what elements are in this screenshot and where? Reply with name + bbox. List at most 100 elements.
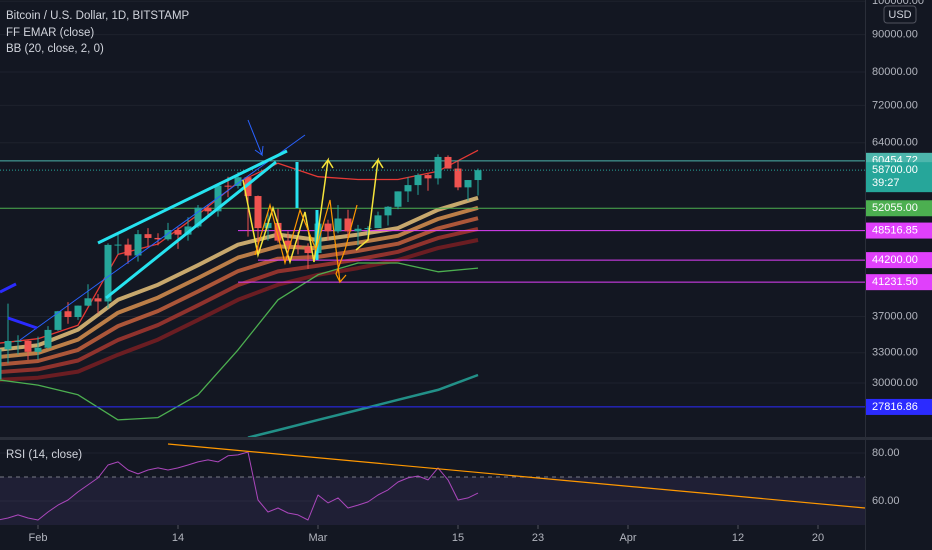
y-tick-label: 80000.00: [872, 66, 918, 78]
candle-body: [84, 298, 92, 306]
candle-body: [4, 340, 12, 350]
candle-body: [334, 218, 342, 232]
candle-body: [234, 177, 242, 186]
y-tick-label: 37000.00: [872, 310, 918, 322]
currency-button[interactable]: [883, 5, 917, 24]
x-tick-label: Mar: [309, 532, 328, 544]
zigzag-arrow: [242, 157, 334, 265]
rsi-title: RSI (14, close): [6, 449, 82, 461]
candle-body: [424, 175, 432, 179]
y-tick-label: 90000.00: [872, 29, 918, 41]
candle-body: [164, 230, 172, 240]
level-band: [0, 476, 865, 525]
candle-body: [284, 240, 292, 246]
candle-body: [154, 237, 162, 240]
price-line-label: 44200.00: [872, 254, 918, 266]
candle-body: [114, 244, 122, 246]
trend-line: [19, 134, 306, 341]
rsi-trend-line: [167, 443, 866, 509]
candle-body: [104, 244, 112, 302]
price-line-label-bg: [866, 200, 932, 217]
candle-body: [474, 170, 482, 181]
legend-entry: FF EMAR (close): [6, 27, 94, 39]
candle-body: [444, 156, 452, 169]
candle-body: [434, 156, 442, 179]
candle-body: [24, 340, 32, 352]
legend-entry: BB (20, close, 2, 0): [6, 43, 104, 55]
candle-body: [344, 218, 352, 232]
overlay-line: [0, 262, 479, 421]
y-tick-label: 72000.00: [872, 99, 918, 111]
last-price-label-bg: [866, 162, 932, 193]
price-line-label-bg: [866, 398, 932, 415]
candle-body: [134, 234, 142, 256]
y-tick-label: 64000.00: [872, 137, 918, 149]
candle-body: [254, 196, 262, 229]
price-line-label: 52055.00: [872, 202, 918, 214]
chart-title: Bitcoin / U.S. Dollar, 1D, BITSTAMP: [6, 10, 190, 22]
channel-line: [105, 160, 277, 300]
overlay-line: [0, 205, 479, 359]
y-tick-label: 30000.00: [872, 377, 918, 389]
candle-body: [304, 246, 312, 254]
candle-body: [464, 180, 472, 188]
marker-line: [0, 282, 17, 294]
arrow: [247, 119, 264, 157]
y-tick-label: 60.00: [872, 495, 900, 507]
x-tick-label: Apr: [619, 532, 636, 544]
price-line-label-bg: [866, 252, 932, 269]
x-tick-label: Feb: [29, 532, 48, 544]
overlay-line: [247, 373, 479, 437]
x-tick-label: 20: [812, 532, 824, 544]
price-line-label: 48516.85: [872, 224, 918, 236]
candle-body: [404, 185, 412, 192]
candle-body: [374, 215, 382, 229]
candle-body: [194, 207, 202, 227]
candle-body: [204, 207, 212, 212]
main-pane: [0, 0, 865, 437]
x-tick-label: 14: [172, 532, 184, 544]
candle-body: [294, 245, 302, 247]
overlay-line: [0, 226, 479, 374]
y-tick-label: 80.00: [872, 447, 900, 459]
candle-body: [44, 329, 52, 348]
price-line-label: 41231.50: [872, 276, 918, 288]
candle-body: [174, 230, 182, 235]
candle-body: [74, 305, 82, 318]
x-tick-label: 23: [532, 532, 544, 544]
overlay-line: [0, 195, 479, 352]
price-line-label: 27816.86: [872, 401, 918, 413]
candle-body: [124, 244, 132, 256]
candle-body: [224, 185, 232, 187]
candle-body: [0, 349, 2, 380]
overlay-line: [0, 216, 479, 367]
candle-body: [244, 177, 252, 197]
candle-body: [34, 347, 42, 352]
candle-body: [364, 228, 372, 230]
candle-body: [454, 168, 462, 188]
zigzag-arrow: [254, 199, 358, 284]
candle-body: [384, 206, 392, 216]
currency-label[interactable]: USD: [888, 9, 911, 21]
x-tick-label: 15: [452, 532, 464, 544]
candle-body: [144, 234, 152, 238]
last-price-label: 58700.00: [872, 164, 918, 176]
zigzag-arrow: [355, 157, 384, 251]
candle-body: [324, 223, 332, 232]
candle-body: [394, 191, 402, 207]
channel-line: [97, 149, 288, 245]
candle-body: [414, 175, 422, 186]
drawings: [0, 119, 384, 341]
candle-body: [354, 228, 362, 232]
candle-body: [274, 222, 282, 241]
rsi-line: [0, 451, 479, 521]
countdown: 39:27: [872, 177, 900, 189]
candle-body: [54, 311, 62, 330]
rsi-pane: [0, 451, 865, 525]
candle-body: [14, 340, 22, 342]
marker-line: [7, 316, 38, 330]
candle-body: [64, 311, 72, 318]
